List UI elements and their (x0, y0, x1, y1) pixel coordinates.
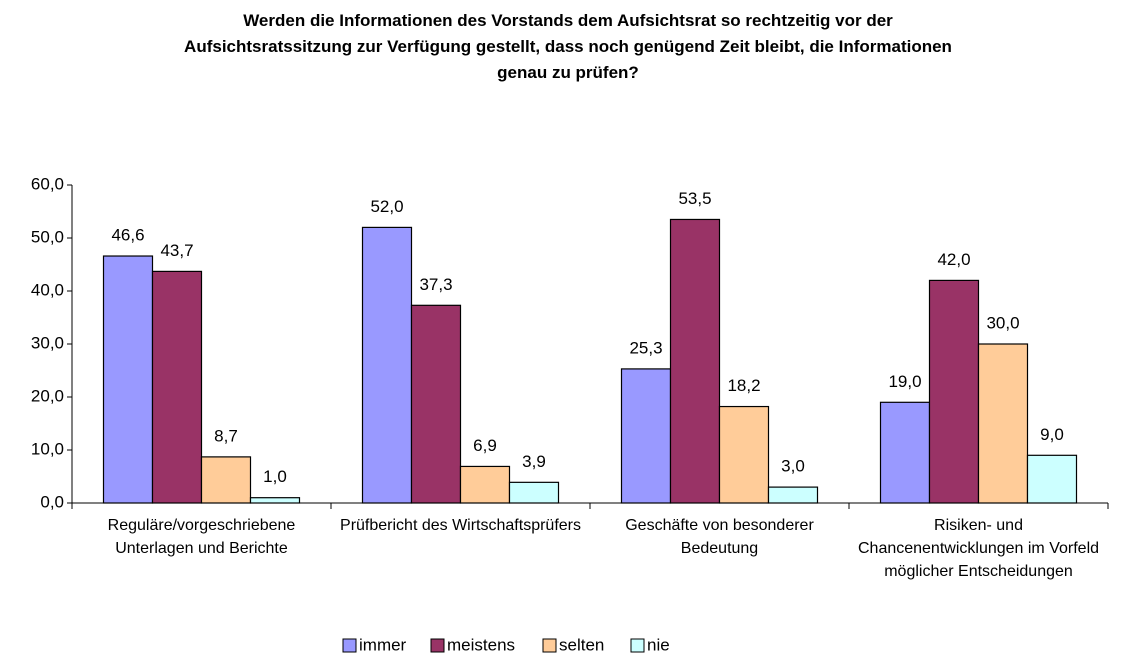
value-label: 30,0 (986, 313, 1019, 332)
value-label: 53,5 (678, 189, 711, 208)
value-label: 43,7 (160, 241, 193, 260)
value-label: 1,0 (263, 467, 287, 486)
bar (1026, 454, 1078, 504)
bar (879, 401, 931, 504)
value-label: 42,0 (937, 250, 970, 269)
value-label: 25,3 (629, 338, 662, 357)
value-label: 8,7 (214, 426, 238, 445)
y-tick-label: 40,0 (31, 280, 64, 299)
value-label: 19,0 (888, 372, 921, 391)
value-label: 3,9 (522, 452, 546, 471)
bar (508, 481, 560, 504)
bar (767, 486, 819, 504)
y-tick-label: 20,0 (31, 386, 64, 405)
legend-swatch (542, 638, 557, 653)
legend-label: selten (559, 635, 604, 654)
x-tick-label: Prüfbericht des Wirtschaftsprüfers (340, 517, 581, 534)
value-label: 3,0 (781, 457, 805, 476)
y-tick-label: 0,0 (40, 492, 64, 511)
x-tick-label: Reguläre/vorgeschriebene Unterlagen und … (107, 517, 296, 557)
y-tick-label: 30,0 (31, 333, 64, 352)
bar (928, 279, 980, 504)
value-label: 18,2 (727, 376, 760, 395)
bar (151, 270, 203, 504)
x-tick-label: Risiken- und Chancenentwicklungen im Vor… (857, 517, 1100, 580)
y-tick-label: 10,0 (31, 439, 64, 458)
chart-title: Werden die Informationen des Vorstands d… (184, 11, 952, 82)
value-label: 37,3 (419, 275, 452, 294)
bar (361, 226, 413, 504)
legend-swatch (630, 638, 645, 653)
bar (249, 497, 301, 504)
bar (620, 368, 672, 504)
bar (102, 255, 154, 504)
bar (977, 343, 1029, 504)
x-tick-label: Geschäfte von besonderer Bedeutung (625, 517, 814, 557)
legend-label: meistens (447, 635, 515, 654)
bar (718, 405, 770, 504)
legend-label: immer (359, 635, 407, 654)
bar (669, 218, 721, 504)
bar (410, 304, 462, 504)
legend-label: nie (647, 635, 670, 654)
value-label: 46,6 (111, 226, 144, 245)
value-label: 9,0 (1040, 425, 1064, 444)
value-label: 6,9 (473, 436, 497, 455)
y-tick-label: 60,0 (31, 174, 64, 193)
y-tick-label: 50,0 (31, 227, 64, 246)
value-label: 52,0 (370, 197, 403, 216)
legend-swatch (342, 638, 357, 653)
bar (459, 465, 511, 504)
bar (200, 456, 252, 504)
legend-swatch (430, 638, 445, 653)
